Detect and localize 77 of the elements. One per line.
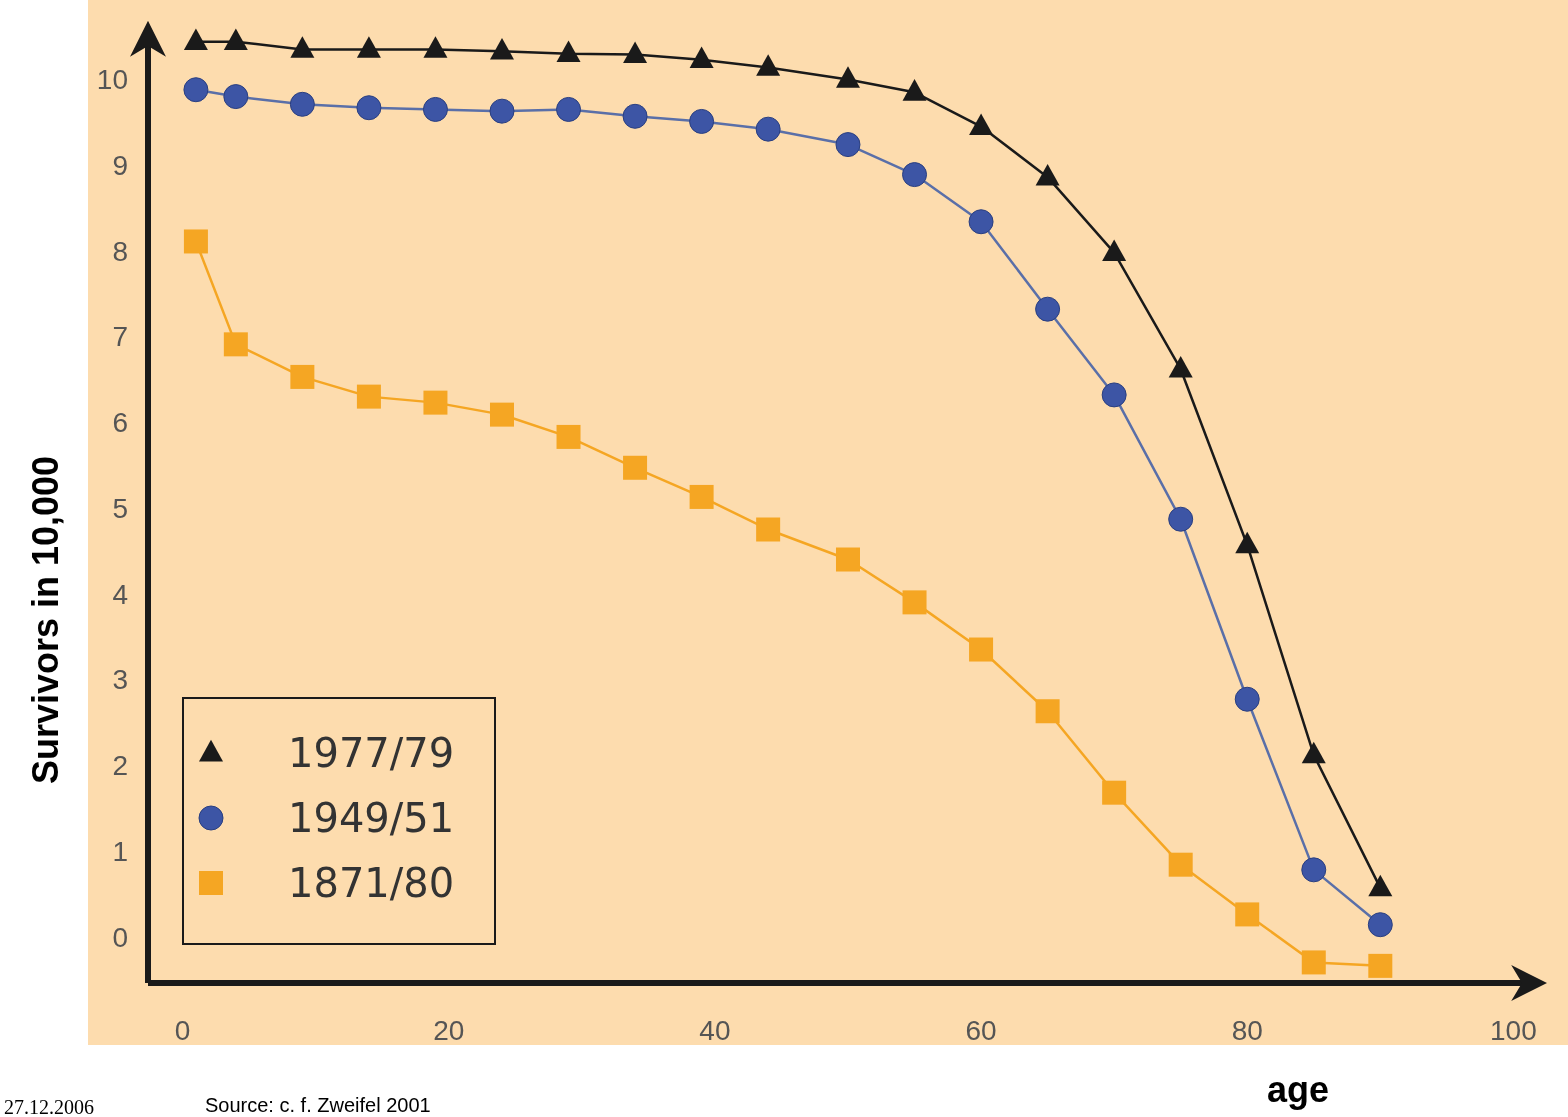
source-note: Source: c. f. Zweifel 2001 [205, 1094, 431, 1116]
point [1035, 296, 1061, 322]
point [489, 98, 515, 124]
y-tick-label: 5 [112, 492, 128, 524]
point [1168, 852, 1193, 877]
point [835, 132, 861, 158]
x-tick-label: 0 [174, 1015, 191, 1046]
point [356, 95, 382, 121]
point [623, 455, 648, 480]
point [183, 28, 208, 51]
y-axis-title: Survivors in 10,000 [25, 455, 66, 785]
y-tick-label: 10 [96, 64, 128, 96]
point [623, 41, 648, 63]
point [622, 103, 648, 129]
point [1234, 686, 1260, 712]
point [835, 66, 860, 88]
point [1367, 912, 1393, 938]
point [489, 402, 514, 427]
point [902, 162, 928, 188]
text: 27.12.2006 [4, 1096, 94, 1117]
y-tick-label: 8 [112, 235, 128, 267]
point [1102, 239, 1127, 262]
point [422, 96, 448, 122]
y-tick-label: 6 [112, 407, 128, 439]
y-tick-label: 2 [112, 750, 128, 782]
y-tick-label: 7 [112, 321, 128, 353]
y-tick-label: 4 [112, 578, 128, 610]
point [489, 37, 514, 60]
point [556, 40, 581, 63]
point [1035, 699, 1060, 724]
point [835, 547, 860, 572]
point [223, 28, 248, 51]
point [902, 590, 927, 615]
point [290, 36, 315, 58]
point [756, 54, 781, 76]
point [689, 108, 715, 134]
point [1102, 780, 1127, 805]
point [969, 113, 994, 135]
legend-label: 1871/80 [288, 860, 455, 906]
legend-label: 1949/51 [288, 795, 455, 841]
y-tick-label: 3 [112, 664, 128, 696]
point [902, 79, 927, 101]
point [689, 46, 714, 69]
point [356, 36, 381, 58]
x-axis-title: age [1266, 1069, 1330, 1110]
point [356, 384, 381, 409]
point [756, 517, 781, 542]
point [423, 390, 448, 415]
point [689, 484, 714, 509]
y-tick-label: 9 [112, 149, 128, 181]
y-tick-label: 1 [112, 835, 128, 867]
point [1368, 953, 1393, 978]
point [183, 77, 209, 103]
point [289, 91, 315, 117]
point [290, 364, 315, 389]
legend-label: 1977/79 [288, 730, 455, 776]
point [1168, 506, 1194, 532]
x-tick-label: 40 [699, 1015, 731, 1046]
point [1301, 950, 1326, 975]
point [1035, 163, 1060, 186]
point [223, 332, 248, 357]
point [1235, 902, 1260, 927]
x-tick-label: 80 [1231, 1015, 1263, 1046]
point [969, 637, 994, 662]
point [1101, 382, 1127, 408]
point [183, 229, 208, 254]
point [556, 96, 582, 122]
point [755, 116, 781, 142]
x-tick-label: 20 [433, 1015, 465, 1046]
point [556, 424, 581, 449]
point [968, 209, 994, 235]
y-tick-label: 0 [112, 921, 128, 953]
point [423, 36, 448, 58]
x-tick-label: 100 [1490, 1015, 1537, 1046]
point [223, 84, 249, 110]
point [1301, 857, 1327, 883]
x-tick-label: 60 [965, 1015, 997, 1046]
